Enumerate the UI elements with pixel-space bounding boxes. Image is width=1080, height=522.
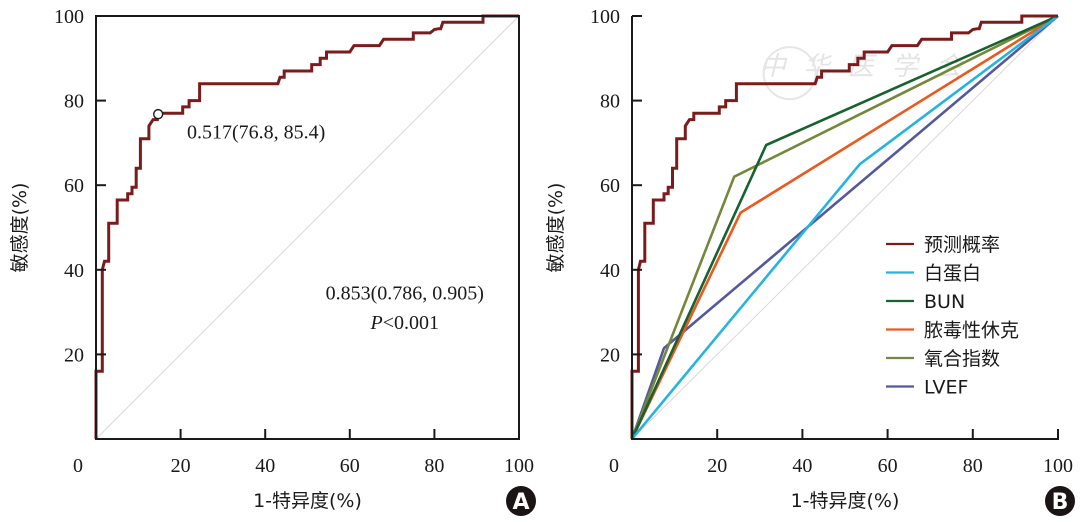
y-tick-label: 100 xyxy=(54,6,84,28)
legend-label: 预测概率 xyxy=(924,234,1000,256)
axes-lines xyxy=(631,15,1059,440)
x-ticks: 20 40 60 80 100 xyxy=(707,429,1073,477)
plot-frame xyxy=(95,15,520,440)
panel-badge xyxy=(506,486,536,516)
y-tick-label: 80 xyxy=(600,91,620,113)
legend-label: 白蛋白 xyxy=(924,263,981,285)
reference-diagonal xyxy=(631,15,1059,440)
legend-label: LVEF xyxy=(924,377,968,399)
legend-label: BUN xyxy=(924,291,965,313)
y-tick-label: 40 xyxy=(64,260,84,282)
panel-letter: B xyxy=(1052,490,1069,515)
x-tick-label: 20 xyxy=(707,455,727,477)
cutoff-point-marker xyxy=(152,108,164,120)
series-line-0 xyxy=(94,14,519,439)
x-axis-title: 1-特异度(%) xyxy=(791,490,900,512)
x-tick-label: 60 xyxy=(340,455,360,477)
y-axis-title: 敏感度(%) xyxy=(9,183,31,273)
legend-item: 氧合指数 xyxy=(886,348,1000,370)
series-group xyxy=(94,14,519,439)
x-tick-label: 100 xyxy=(504,455,534,477)
auc-annotation: 0.853(0.786, 0.905) xyxy=(326,282,484,304)
y-tick-label: 80 xyxy=(64,91,84,113)
series-line-0 xyxy=(630,14,1058,439)
origin-tick-label: 0 xyxy=(73,455,83,477)
p-value-annotation: P<0.001 xyxy=(370,312,440,334)
cutoff-annotation: 0.517(76.8, 85.4) xyxy=(187,122,325,144)
y-ticks: 20 40 60 80 100 xyxy=(54,6,106,366)
panel-letter: A xyxy=(512,490,529,515)
legend-item: 白蛋白 xyxy=(886,263,981,285)
x-tick-label: 40 xyxy=(255,455,275,477)
p-symbol: P xyxy=(370,312,383,334)
reference-diagonal xyxy=(95,15,520,440)
x-axis-title: 1-特异度(%) xyxy=(253,490,362,512)
panel-a: 20 40 60 80 100 20 40 60 80 100 0 0.517(76.8, 85… xyxy=(9,6,536,516)
y-tick-label: 60 xyxy=(600,175,620,197)
series-line-2 xyxy=(630,14,1059,440)
p-value: <0.001 xyxy=(383,312,439,334)
y-tick-label: 20 xyxy=(600,344,620,366)
x-tick-label: 80 xyxy=(424,455,444,477)
x-tick-label: 100 xyxy=(1043,455,1073,477)
series-line-3 xyxy=(630,14,1059,440)
legend-label: 氧合指数 xyxy=(924,348,1000,370)
legend-item: 预测概率 xyxy=(886,234,1000,256)
x-tick-label: 40 xyxy=(792,455,812,477)
y-tick-label: 20 xyxy=(64,344,84,366)
legend-item: BUN xyxy=(886,291,965,313)
x-tick-label: 60 xyxy=(878,455,898,477)
y-tick-label: 100 xyxy=(590,6,620,28)
legend-label: 脓毒性休克 xyxy=(924,320,1019,342)
x-ticks: 20 40 60 80 100 xyxy=(171,429,534,477)
legend-item: 脓毒性休克 xyxy=(886,320,1019,342)
legend-item: LVEF xyxy=(886,377,968,399)
x-tick-label: 80 xyxy=(963,455,983,477)
y-axis-title: 敏感度(%) xyxy=(545,183,567,273)
y-tick-label: 40 xyxy=(600,260,620,282)
panel-badge xyxy=(1045,486,1075,516)
series-group xyxy=(630,14,1059,440)
x-tick-label: 20 xyxy=(171,455,191,477)
origin-tick-label: 0 xyxy=(609,455,619,477)
watermark: 中华医学会 xyxy=(760,52,980,82)
y-tick-label: 60 xyxy=(64,175,84,197)
watermark-seal-icon xyxy=(762,46,817,101)
series-line-1 xyxy=(630,14,1059,440)
series-line-4 xyxy=(630,14,1059,440)
y-ticks: 20 40 60 80 100 xyxy=(590,6,642,366)
